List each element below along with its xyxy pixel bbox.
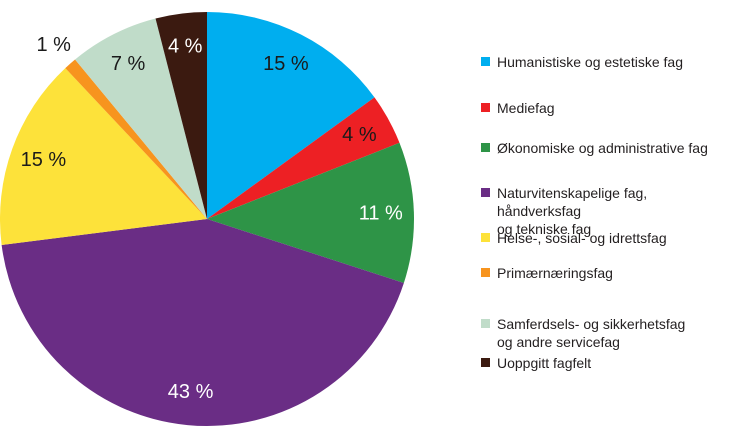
pie-slice-1 bbox=[207, 97, 400, 219]
legend-item-0: Humanistiske og estetiske fag bbox=[481, 53, 683, 71]
legend-item-5: Primærnæringsfag bbox=[481, 264, 613, 282]
legend-label: Helse-, sosial- og idrettsfag bbox=[497, 229, 667, 247]
legend-label: Humanistiske og estetiske fag bbox=[497, 53, 683, 71]
legend-label-line: Helse-, sosial- og idrettsfag bbox=[497, 230, 667, 246]
legend-label-line: og tekniske fag bbox=[497, 221, 592, 237]
pie-slice-0 bbox=[207, 12, 375, 219]
pie-slice-5 bbox=[65, 59, 207, 219]
pie-slice-4 bbox=[0, 68, 207, 245]
legend-color-swatch bbox=[481, 103, 490, 112]
pie-slice-value-label-2: 11 % bbox=[359, 203, 403, 225]
legend-label: Naturvitenskapelige fag, håndverksfag og … bbox=[497, 184, 730, 238]
pie-slice-value-label-6: 7 % bbox=[111, 53, 146, 75]
legend-color-swatch bbox=[481, 57, 490, 66]
legend-color-swatch bbox=[481, 233, 490, 242]
legend-label: Økonomiske og administrative fag bbox=[497, 139, 708, 157]
legend-item-2: Økonomiske og administrative fag bbox=[481, 139, 708, 157]
legend-color-swatch bbox=[481, 319, 490, 328]
legend-label-line: Uoppgitt fagfelt bbox=[497, 355, 592, 371]
legend-label: Primærnæringsfag bbox=[497, 264, 613, 282]
legend-label-line: Mediefag bbox=[497, 100, 555, 116]
legend-color-swatch bbox=[481, 188, 490, 197]
legend-color-swatch bbox=[481, 143, 490, 152]
pie-slice-6 bbox=[75, 18, 207, 219]
legend-item-6: Samferdsels- og sikkerhetsfag og andre se… bbox=[481, 315, 685, 351]
legend-label-line: Primærnæringsfag bbox=[497, 265, 613, 281]
legend-label-line: Naturvitenskapelige fag, håndverksfag bbox=[497, 185, 648, 219]
legend-color-swatch bbox=[481, 268, 490, 277]
legend-label: Uoppgitt fagfelt bbox=[497, 354, 591, 372]
legend-label: Mediefag bbox=[497, 99, 555, 117]
legend-label-line: Samferdsels- og sikkerhetsfag bbox=[497, 316, 686, 332]
legend-item-1: Mediefag bbox=[481, 99, 555, 117]
pie-slice-3 bbox=[1, 219, 404, 427]
pie-slice-value-label-0: 15 % bbox=[263, 53, 309, 75]
legend-item-4: Helse-, sosial- og idrettsfag bbox=[481, 229, 667, 247]
legend-label-line: Økonomiske og administrative fag bbox=[497, 140, 708, 156]
pie-slice-value-label-1: 4 % bbox=[342, 124, 377, 146]
pie-slice-value-label-5: 1 % bbox=[36, 34, 71, 56]
legend-label-line: og andre servicefag bbox=[497, 334, 620, 350]
legend-item-3: Naturvitenskapelige fag, håndverksfag og … bbox=[481, 184, 730, 238]
pie-slice-2 bbox=[207, 142, 414, 283]
legend-label-line: Humanistiske og estetiske fag bbox=[497, 54, 683, 70]
pie-chart: 15 % 4 % 11 % 43 % 15 % 1 % 7 % 4 % bbox=[0, 11, 414, 427]
pie-slice-value-label-3: 43 % bbox=[168, 381, 214, 403]
pie-slice-7 bbox=[155, 11, 207, 219]
pie-slice-value-label-4: 15 % bbox=[21, 149, 67, 171]
legend-color-swatch bbox=[481, 358, 490, 367]
legend-item-7: Uoppgitt fagfelt bbox=[481, 354, 591, 372]
legend-label: Samferdsels- og sikkerhetsfag og andre se… bbox=[497, 315, 685, 351]
pie-slice-value-label-7: 4 % bbox=[168, 36, 203, 58]
